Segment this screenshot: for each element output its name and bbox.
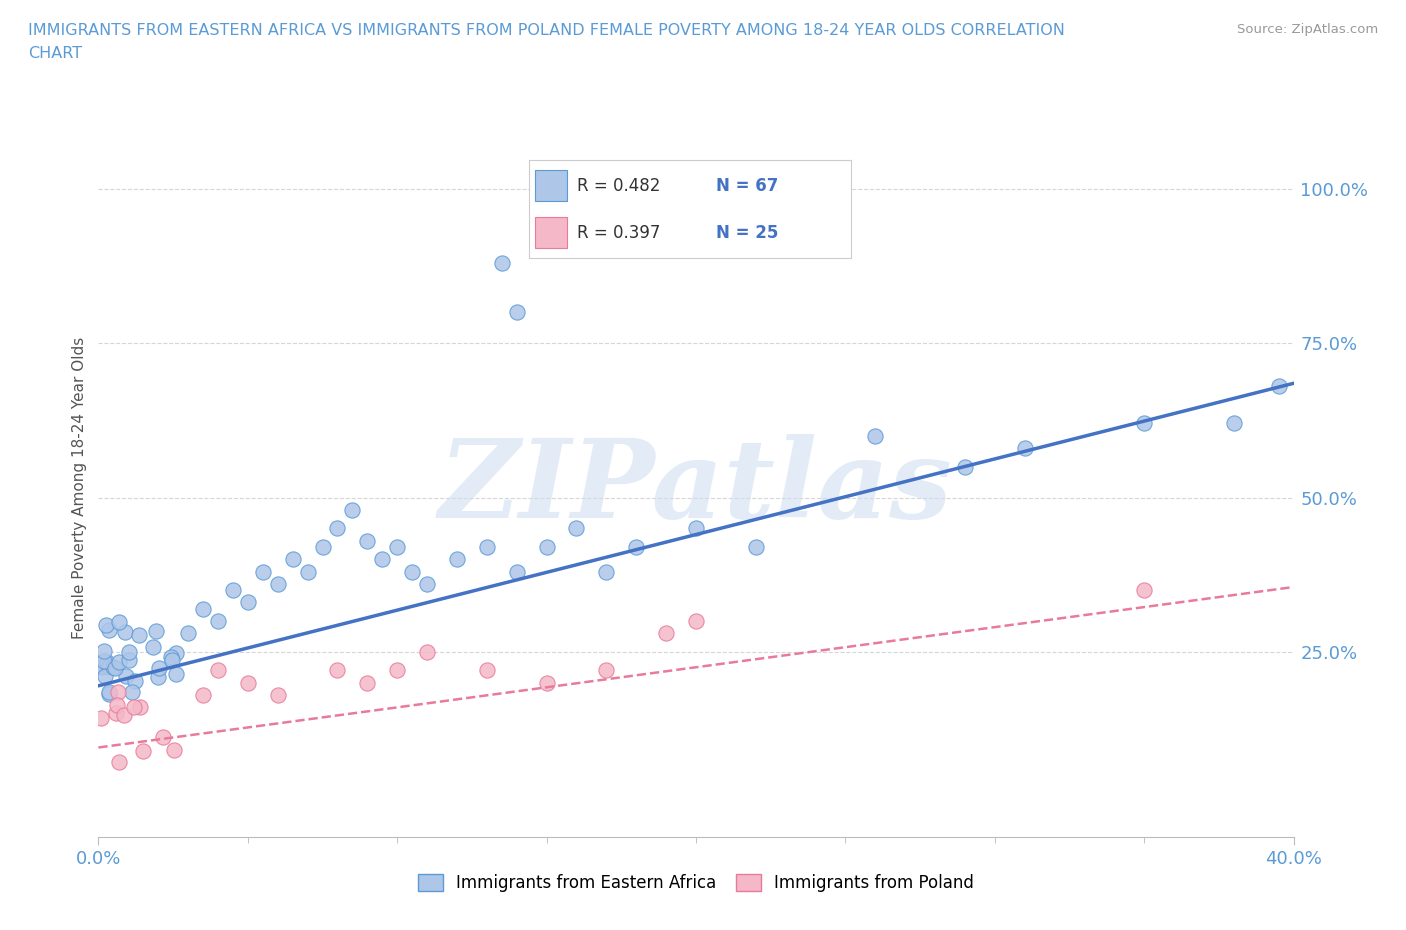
- Point: [342, 502, 364, 517]
- Point: [446, 551, 468, 566]
- Point: [506, 305, 529, 320]
- Point: [506, 565, 529, 579]
- Point: [953, 459, 976, 474]
- Point: [475, 539, 498, 554]
- Point: [107, 684, 129, 699]
- Point: [565, 521, 588, 536]
- Point: [745, 539, 768, 554]
- Point: [1223, 416, 1246, 431]
- Point: [98, 659, 121, 674]
- Point: [93, 654, 115, 669]
- Point: [152, 730, 174, 745]
- Point: [536, 675, 558, 690]
- Point: [281, 551, 304, 566]
- Point: [385, 539, 409, 554]
- Point: [865, 429, 887, 444]
- Point: [160, 653, 183, 668]
- Point: [142, 639, 165, 654]
- Point: [685, 614, 707, 629]
- Point: [356, 675, 378, 690]
- Point: [1267, 379, 1289, 393]
- Point: [252, 565, 274, 579]
- Point: [148, 660, 170, 675]
- Point: [475, 663, 498, 678]
- Point: [94, 618, 117, 633]
- Text: CHART: CHART: [28, 46, 82, 61]
- Point: [297, 565, 319, 579]
- Point: [90, 711, 112, 725]
- Point: [191, 687, 214, 702]
- Text: ZIPatlas: ZIPatlas: [439, 434, 953, 542]
- Point: [98, 684, 121, 699]
- Point: [108, 655, 131, 670]
- Point: [207, 614, 229, 629]
- Point: [626, 539, 648, 554]
- Text: IMMIGRANTS FROM EASTERN AFRICA VS IMMIGRANTS FROM POLAND FEMALE POVERTY AMONG 18: IMMIGRANTS FROM EASTERN AFRICA VS IMMIGR…: [28, 23, 1064, 38]
- Point: [107, 615, 129, 630]
- Point: [326, 521, 349, 536]
- Point: [159, 650, 181, 665]
- Point: [236, 675, 259, 690]
- Point: [132, 743, 155, 758]
- Point: [311, 539, 333, 554]
- Point: [96, 654, 118, 669]
- Point: [177, 626, 200, 641]
- Point: [129, 699, 152, 714]
- Legend: Immigrants from Eastern Africa, Immigrants from Poland: Immigrants from Eastern Africa, Immigran…: [411, 867, 981, 898]
- Point: [93, 644, 115, 658]
- Point: [122, 700, 145, 715]
- Point: [118, 652, 141, 667]
- Point: [401, 565, 423, 579]
- Point: [93, 669, 115, 684]
- Point: [107, 754, 129, 769]
- Point: [416, 644, 439, 659]
- Point: [124, 673, 146, 688]
- Point: [595, 663, 617, 678]
- Point: [1014, 441, 1036, 456]
- Point: [267, 577, 290, 591]
- Point: [536, 539, 558, 554]
- Point: [1133, 416, 1156, 431]
- Point: [97, 622, 120, 637]
- Point: [207, 663, 229, 678]
- Point: [121, 684, 143, 699]
- Point: [191, 601, 214, 616]
- Point: [236, 595, 259, 610]
- Point: [326, 663, 349, 678]
- Point: [118, 644, 141, 659]
- Point: [385, 663, 409, 678]
- Y-axis label: Female Poverty Among 18-24 Year Olds: Female Poverty Among 18-24 Year Olds: [72, 338, 87, 640]
- Point: [165, 666, 187, 681]
- Point: [1133, 583, 1156, 598]
- Point: [222, 583, 245, 598]
- Point: [101, 659, 124, 674]
- Point: [356, 533, 378, 548]
- Point: [115, 669, 138, 684]
- Point: [145, 623, 167, 638]
- Point: [105, 698, 128, 712]
- Point: [128, 628, 150, 643]
- Point: [114, 624, 136, 639]
- Point: [491, 256, 513, 271]
- Point: [165, 645, 187, 660]
- Point: [104, 705, 127, 720]
- Point: [685, 521, 707, 536]
- Point: [416, 577, 439, 591]
- Point: [595, 565, 617, 579]
- Point: [655, 626, 678, 641]
- Point: [104, 660, 127, 675]
- Point: [371, 551, 394, 566]
- Point: [146, 670, 169, 684]
- Point: [267, 687, 290, 702]
- Point: [97, 686, 120, 701]
- Point: [112, 708, 135, 723]
- Point: [91, 659, 114, 674]
- Text: Source: ZipAtlas.com: Source: ZipAtlas.com: [1237, 23, 1378, 36]
- Point: [163, 743, 186, 758]
- Point: [90, 659, 112, 674]
